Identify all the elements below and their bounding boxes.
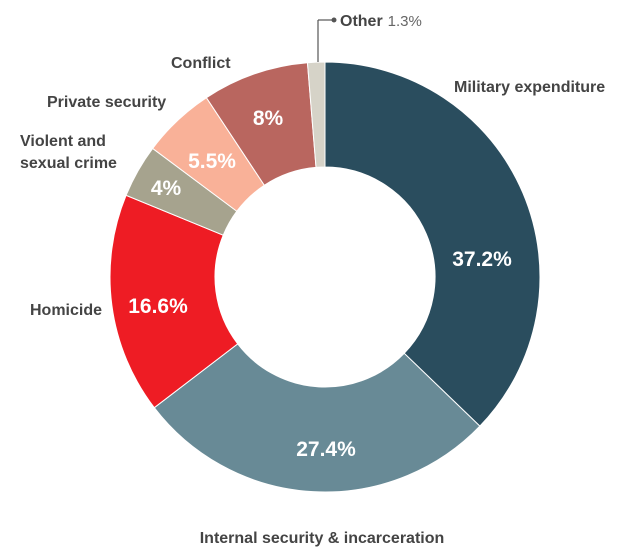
category-label-conflict: Conflict [171,55,231,72]
value-label-internal-security: 27.4% [296,438,356,461]
value-label-homicide: 16.6% [128,295,188,318]
value-label-violent-sexual-crime: 4% [151,177,182,200]
value-label-private-security: 5.5% [188,150,236,173]
category-label-other: Other [340,13,383,30]
other-leader-dot [331,17,337,23]
slice-military-expenditure [324,61,541,427]
value-label-military-expenditure: 37.2% [452,248,512,271]
slice-internal-security-incarceration [153,343,481,493]
violent-label-line-2: sexual crime [20,155,117,172]
value-label-conflict: 8% [253,107,284,130]
slices [109,61,541,493]
slice-homicide [109,194,239,409]
category-label-violent-sexual-crime: Violent and sexual crime [20,133,117,172]
value-label-other: 1.3% [388,13,422,30]
violent-label-line-1: Violent and [20,133,106,150]
category-label-military-expenditure: Military expenditure [454,79,605,96]
category-label-internal-security: Internal security & incarceration [200,530,445,547]
category-label-private-security: Private security [47,94,166,111]
category-label-homicide: Homicide [30,302,102,319]
slice-other [306,61,326,168]
other-annotation: Other 1.3% [340,13,422,30]
